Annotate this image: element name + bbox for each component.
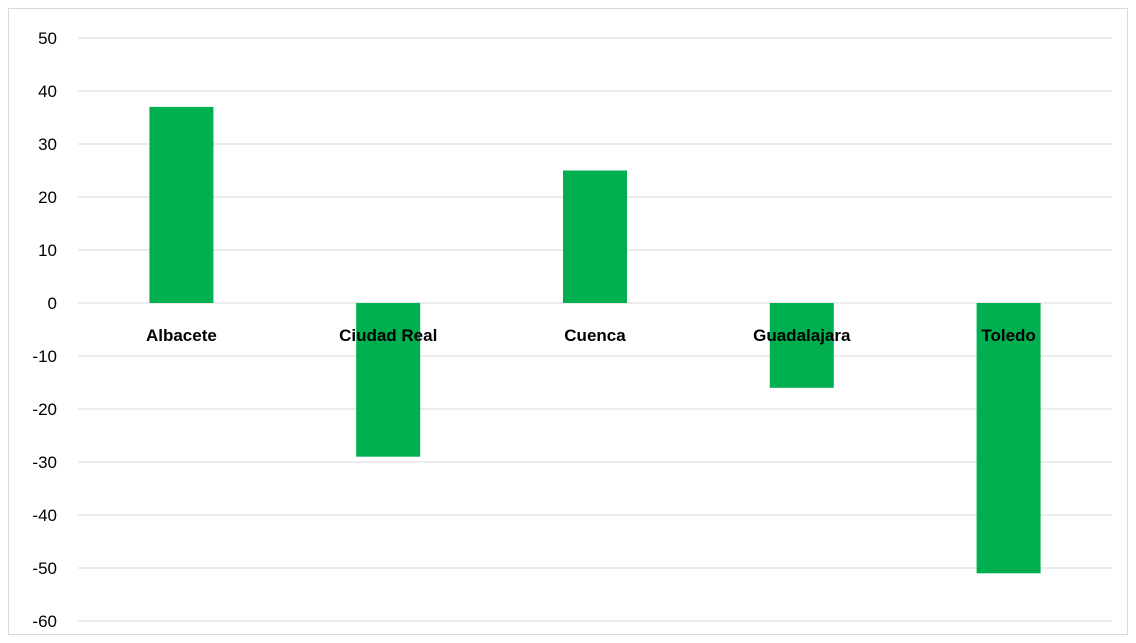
y-tick-label: 20 (38, 188, 57, 207)
y-tick-label: 40 (38, 82, 57, 101)
y-tick-label: -20 (32, 400, 57, 419)
bar (769, 303, 834, 388)
category-label: Toledo (981, 326, 1035, 345)
gridlines (78, 37, 1112, 622)
y-tick-label: -30 (32, 453, 57, 472)
y-tick-label: -10 (32, 347, 57, 366)
category-label: Guadalajara (753, 326, 851, 345)
category-label: Cuenca (564, 326, 626, 345)
category-labels: Albacete Ciudad Real Cuenca Guadalajara Tole… (146, 326, 1036, 345)
y-tick-label: -40 (32, 506, 57, 525)
bar (356, 303, 421, 457)
category-label: Albacete (146, 326, 217, 345)
y-axis-tick-labels: 50 40 30 20 10 0 -10 -20 -30 -40 -50 -60 (32, 29, 57, 631)
bar (563, 170, 627, 303)
y-tick-label: 30 (38, 135, 57, 154)
bar (149, 106, 214, 304)
y-tick-label: 0 (48, 294, 57, 313)
category-label: Ciudad Real (339, 326, 437, 345)
y-tick-label: 50 (38, 29, 57, 48)
y-tick-label: 10 (38, 241, 57, 260)
bar (976, 303, 1041, 574)
y-tick-label: -50 (32, 559, 57, 578)
y-tick-label: -60 (32, 612, 57, 631)
bars (149, 106, 1041, 574)
